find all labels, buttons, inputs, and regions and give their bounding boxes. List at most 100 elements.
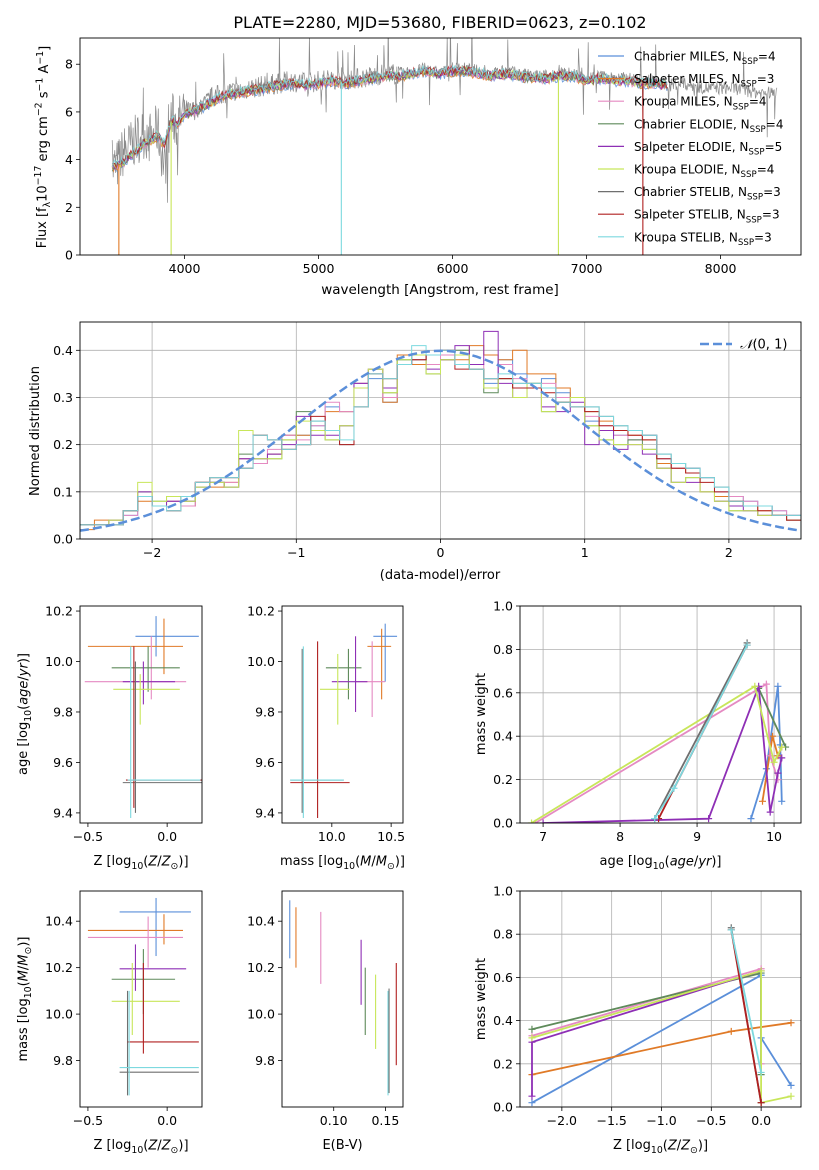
y-tick-label: 1.0 — [493, 599, 513, 614]
x-tick-label: 9 — [693, 829, 701, 844]
age-vs-z-plot-area — [84, 616, 202, 818]
x-tick-label: 5000 — [303, 261, 335, 276]
legend-label: Salpeter ELODIE, NSSP=5 — [634, 140, 782, 158]
y-axis-label: age [log10(age/yr)] — [16, 653, 34, 775]
x-tick-label: 4000 — [169, 261, 201, 276]
y-tick-label: 0.6 — [493, 685, 513, 700]
y-tick-label: 0.3 — [53, 390, 73, 405]
y-tick-label: 9.6 — [255, 755, 275, 770]
y-tick-label: 9.6 — [53, 755, 73, 770]
weight-marker — [747, 815, 755, 823]
y-tick-label: 1.0 — [493, 884, 513, 899]
age-vs-mass-plot-area — [290, 623, 398, 818]
x-tick-label: 0.15 — [371, 1113, 399, 1128]
x-tick-label: 8000 — [705, 261, 737, 276]
weight-line — [543, 685, 783, 823]
y-tick-label: 4 — [65, 152, 73, 167]
x-tick-label: 2 — [725, 545, 733, 560]
weight-marker — [778, 743, 786, 751]
legend-label: Kroupa MILES, NSSP=4 — [634, 95, 767, 113]
weight-marker — [651, 815, 659, 823]
weight-marker — [743, 641, 751, 649]
x-tick-label: −0.5 — [696, 1113, 726, 1128]
weight-line — [757, 688, 787, 748]
weight-marker — [528, 819, 536, 823]
spectrum-model-line — [111, 64, 668, 168]
y-axis-label: Flux [fλ10−17 erg cm−2 s−1 A−1] — [33, 46, 53, 248]
x-tick-label: 10.0 — [318, 829, 346, 844]
weight-marker — [787, 1081, 795, 1089]
y-axis-label: Normed distribution — [28, 366, 43, 496]
y-tick-label: 10.0 — [247, 1007, 275, 1022]
y-tick-label: 0.0 — [493, 1100, 513, 1115]
y-tick-label: 9.8 — [255, 704, 275, 719]
weight-marker — [727, 926, 735, 934]
weight-marker — [528, 1034, 536, 1042]
legend-label: Chabrier ELODIE, NSSP=4 — [634, 117, 783, 135]
y-tick-label: 10.2 — [45, 604, 73, 619]
axes-frame — [79, 37, 802, 256]
y-tick-label: 0.8 — [493, 927, 513, 942]
weight-marker — [778, 797, 786, 805]
y-tick-label: 9.4 — [255, 805, 275, 820]
weight-line — [531, 969, 792, 1104]
weight-marker — [787, 1019, 795, 1027]
weight-marker — [751, 682, 759, 690]
x-tick-label: 0.0 — [157, 829, 177, 844]
y-tick-label: 10.2 — [247, 960, 275, 975]
y-tick-label: 2 — [65, 200, 73, 215]
axes-frame — [281, 890, 404, 1108]
axes-frame — [519, 605, 802, 824]
y-tick-label: 0.2 — [493, 772, 513, 787]
x-axis-label: mass [log10(M/M⊙)] — [280, 854, 405, 872]
y-tick-label: 9.8 — [255, 1053, 275, 1068]
weight-marker — [705, 815, 713, 823]
y-tick-label: 9.4 — [53, 805, 73, 820]
x-tick-label: −1.5 — [596, 1113, 626, 1128]
y-tick-label: 0.2 — [53, 437, 73, 452]
y-tick-label: 10.4 — [45, 914, 73, 929]
y-tick-label: 10.0 — [45, 654, 73, 669]
weight-marker — [769, 732, 777, 740]
axes-frame — [79, 890, 203, 1108]
weight-marker — [762, 680, 770, 688]
x-tick-label: 0 — [437, 545, 445, 560]
axes-frame — [79, 605, 203, 824]
weight-marker — [774, 769, 782, 777]
x-tick-label: 10 — [766, 829, 782, 844]
legend-label: Salpeter MILES, NSSP=3 — [634, 72, 774, 90]
x-tick-label: 10.5 — [377, 829, 405, 844]
x-tick-label: 8 — [616, 829, 624, 844]
x-axis-label: age [log10(age/yr)] — [599, 854, 721, 872]
x-tick-label: −2.0 — [547, 1113, 577, 1128]
x-axis-label: Z [log10(Z/Z⊙)] — [93, 854, 188, 872]
weight-marker — [757, 1068, 765, 1076]
weight-marker — [727, 1027, 735, 1035]
x-tick-label: −2 — [143, 545, 161, 560]
y-tick-label: 6 — [65, 104, 73, 119]
weight-marker — [759, 797, 767, 805]
x-axis-label: (data-model)/error — [380, 568, 501, 583]
weight-marker — [757, 1099, 765, 1107]
legend-label: Kroupa ELODIE, NSSP=4 — [634, 163, 774, 181]
weight-marker — [539, 819, 547, 823]
x-axis-label: E(B-V) — [322, 1138, 362, 1153]
x-tick-label: 7000 — [571, 261, 603, 276]
y-tick-label: 0.4 — [53, 343, 73, 358]
weight-marker — [766, 808, 774, 816]
x-tick-label: 7 — [539, 829, 547, 844]
y-tick-label: 0.6 — [493, 970, 513, 985]
axes-frame — [281, 605, 404, 824]
y-tick-label: 0.4 — [493, 729, 513, 744]
y-tick-label: 10.2 — [45, 960, 73, 975]
weight-marker — [770, 758, 778, 766]
x-tick-label: 1 — [581, 545, 589, 560]
x-axis-label: Z [log10(Z/Z⊙)] — [93, 1138, 188, 1156]
mass-vs-z-plot-area — [87, 897, 199, 1096]
y-tick-label: 0.0 — [493, 816, 513, 831]
y-tick-label: 10.0 — [45, 1007, 73, 1022]
x-axis-label: wavelength [Angstrom, rest frame] — [321, 282, 559, 298]
x-tick-label: −0.5 — [73, 829, 103, 844]
x-tick-label: −0.5 — [73, 1113, 103, 1128]
